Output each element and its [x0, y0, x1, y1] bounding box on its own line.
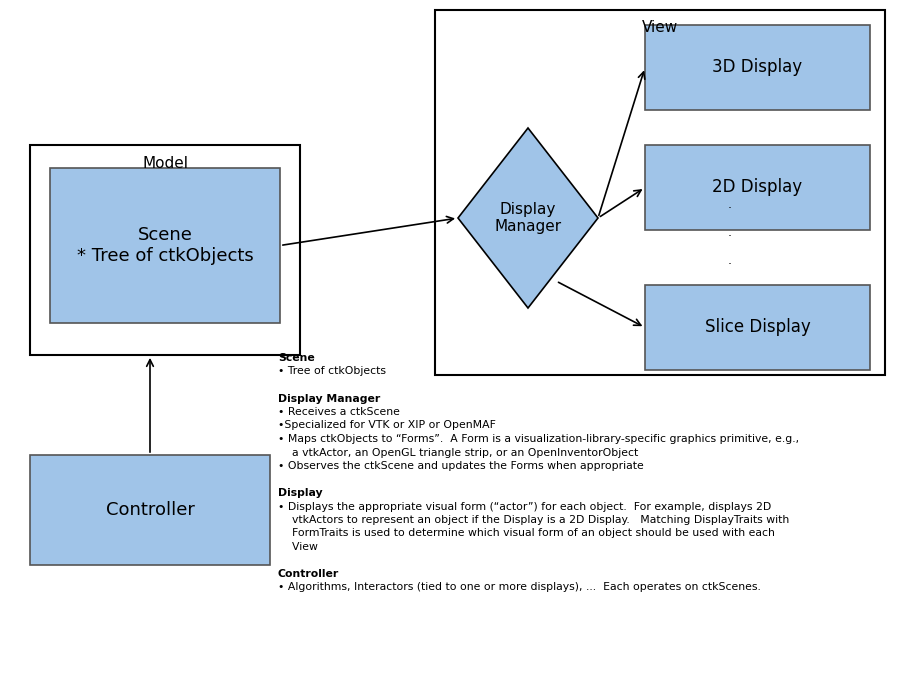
Text: Display: Display	[278, 488, 322, 498]
Text: vtkActors to represent an object if the Display is a 2D Display.   Matching Disp: vtkActors to represent an object if the …	[278, 515, 789, 525]
Text: • Algorithms, Interactors (tied to one or more displays), ...  Each operates on : • Algorithms, Interactors (tied to one o…	[278, 583, 760, 593]
Text: •Specialized for VTK or XIP or OpenMAF: •Specialized for VTK or XIP or OpenMAF	[278, 421, 496, 431]
Text: FormTraits is used to determine which visual form of an object should be used wi: FormTraits is used to determine which vi…	[278, 529, 775, 539]
Bar	[645, 285, 870, 370]
Text: Scene: Scene	[278, 353, 315, 363]
Text: View: View	[642, 20, 678, 36]
Text: .
.
.: . . .	[728, 198, 732, 267]
Polygon shape	[458, 128, 598, 308]
Text: • Maps ctkObjects to “Forms”.  A Form is a visualization-library-specific graphi: • Maps ctkObjects to “Forms”. A Form is …	[278, 434, 799, 444]
Text: • Receives a ctkScene: • Receives a ctkScene	[278, 407, 400, 417]
Text: • Observes the ctkScene and updates the Forms when appropriate: • Observes the ctkScene and updates the …	[278, 461, 644, 471]
Text: Slice Display: Slice Display	[705, 319, 810, 337]
Bar	[645, 25, 870, 110]
Bar	[50, 168, 280, 323]
Text: • Displays the appropriate visual form (“actor”) for each object.  For example, : • Displays the appropriate visual form (…	[278, 502, 771, 512]
Text: Scene
* Tree of ctkObjects: Scene * Tree of ctkObjects	[76, 226, 254, 265]
Text: Display
Manager: Display Manager	[494, 202, 562, 234]
Text: 2D Display: 2D Display	[713, 178, 803, 196]
Text: Controller: Controller	[278, 569, 339, 579]
Bar	[645, 145, 870, 230]
Bar	[30, 145, 300, 355]
Text: Controller: Controller	[105, 501, 194, 519]
Bar	[30, 455, 270, 565]
Bar	[435, 10, 885, 375]
Text: a vtkActor, an OpenGL triangle strip, or an OpenInventorObject: a vtkActor, an OpenGL triangle strip, or…	[278, 448, 638, 458]
Text: Display Manager: Display Manager	[278, 394, 380, 404]
Text: View: View	[278, 542, 318, 552]
Text: Model: Model	[142, 155, 188, 171]
Text: • Tree of ctkObjects: • Tree of ctkObjects	[278, 367, 386, 377]
Text: 3D Display: 3D Display	[713, 59, 803, 76]
